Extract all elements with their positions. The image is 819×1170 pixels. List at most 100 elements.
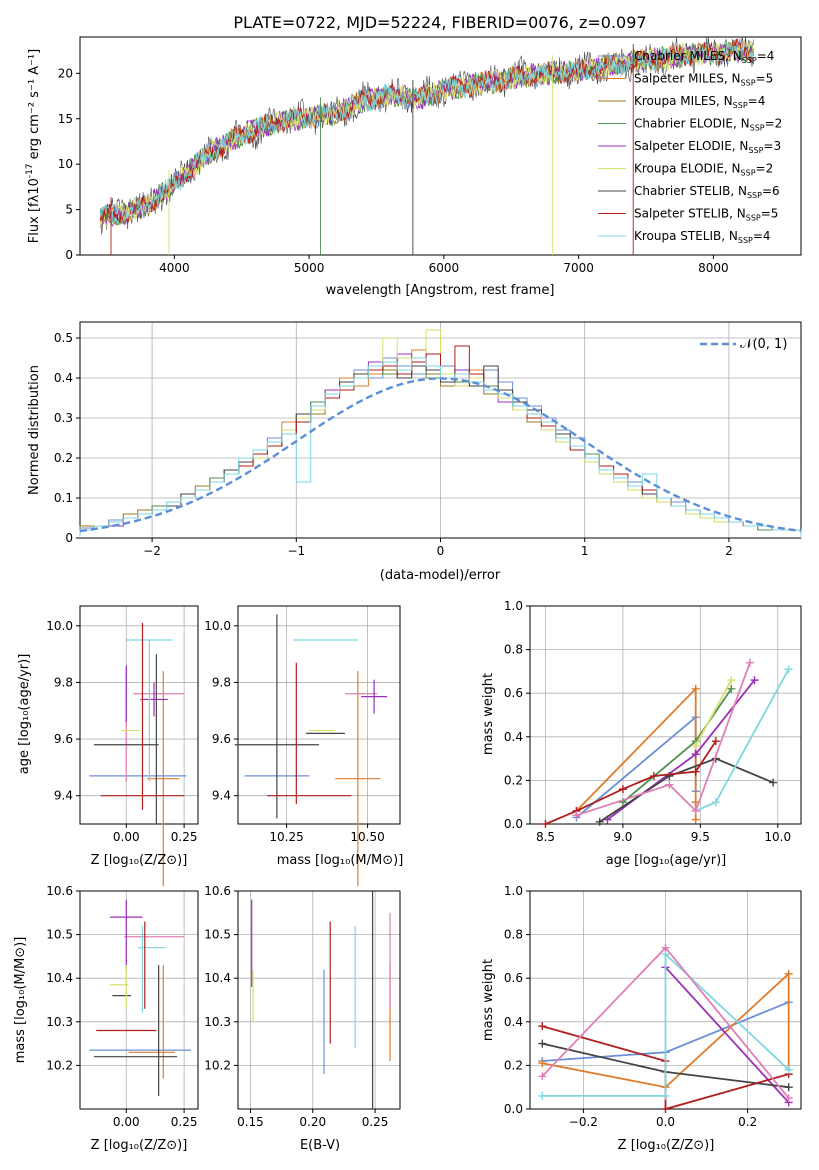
- axes-spectrum: 4000 5000 6000 7000 8000 0 5 10 15 20: [58, 36, 802, 275]
- axes-frame: [237, 605, 401, 825]
- y-tick-label: 1.0: [504, 884, 523, 898]
- spectrum-series-7: [99, 38, 754, 226]
- x-tick-label: 6000: [429, 261, 460, 275]
- y-tick-label: 10.4: [46, 971, 73, 985]
- y-tick-label: 9.4: [54, 789, 73, 803]
- axes-age-weight: 8.5 9.0 9.5 10.0 0.0 0.2 0.4 0.6 0.8 1.0: [504, 599, 802, 844]
- x-tick-label: 0: [437, 544, 445, 558]
- weight-marker: [750, 676, 759, 685]
- x-tick-label: 9.5: [691, 830, 710, 844]
- y-tick-label: 9.8: [212, 675, 231, 689]
- weight-marker: [538, 1022, 547, 1031]
- y-tick-label: 0.3: [54, 411, 73, 425]
- weight-marker: [538, 1039, 547, 1048]
- weight-marker: [769, 778, 778, 787]
- y-tick-label: 0.2: [504, 1058, 523, 1072]
- y-tick-label: 0.2: [504, 773, 523, 787]
- axes-frame: [79, 36, 802, 256]
- x-tick-label: 0.00: [113, 830, 140, 844]
- weight-series-6: [545, 740, 717, 825]
- x-tick-label: 10.50: [350, 830, 384, 844]
- x-tick-label: 10.0: [764, 830, 791, 844]
- y-tick-label: 0.6: [504, 971, 523, 985]
- weight-marker: [784, 969, 793, 978]
- weight-series-2: [664, 966, 790, 1104]
- weight-marker: [691, 767, 700, 776]
- y-tick-label: 0.4: [504, 730, 523, 744]
- weight-marker: [727, 684, 736, 693]
- weight-series-8: [576, 662, 751, 817]
- z-age-y-label: age [log₁₀(age/yr)]: [17, 654, 32, 775]
- legend-label-0: Chabrier MILES, NSSP=4: [634, 49, 774, 65]
- axes-z-age: 0.00 0.25 9.4 9.6 9.8 10.0: [46, 605, 199, 887]
- y-tick-label: 10.2: [204, 1058, 231, 1072]
- y-tick-label: 0: [65, 248, 73, 262]
- mass-age-x-label: mass [log₁₀(M/M⊙)]: [277, 853, 404, 868]
- y-tick-label: 10.0: [46, 619, 73, 633]
- weight-y-label: mass weight: [481, 959, 496, 1041]
- weight-marker: [784, 1083, 793, 1092]
- weight-marker: [538, 1059, 547, 1068]
- y-tick-label: 0: [65, 531, 73, 545]
- weight-marker: [538, 1091, 547, 1100]
- x-tick-label: 0.2: [738, 1115, 757, 1129]
- z-mass-y-label: mass [log₁₀(M/M⊙)]: [13, 937, 28, 1064]
- y-tick-label: 0.8: [504, 643, 523, 657]
- legend-label-1: Salpeter MILES, NSSP=5: [634, 72, 773, 88]
- x-tick-label: −1: [287, 544, 305, 558]
- weight-marker: [538, 1072, 547, 1081]
- weight-marker: [661, 1105, 670, 1113]
- axes-mass-age: 10.25 10.50 9.4 9.6 9.8 10.0: [204, 605, 401, 887]
- y-tick-label: 0.1: [54, 491, 73, 505]
- y-tick-label: 0.0: [504, 817, 523, 831]
- x-tick-label: 5000: [294, 261, 325, 275]
- weight-marker: [595, 817, 604, 826]
- histogram-series-8: [79, 357, 802, 538]
- y-tick-label: 20: [58, 66, 73, 80]
- axes-residuals: −2 −1 0 1 2 0 0.1 0.2 0.3 0.4 0.5: [54, 321, 802, 558]
- axes-z-mass: 0.00 0.25 10.2 10.3 10.4 10.5 10.6: [46, 884, 199, 1129]
- weight-marker: [691, 750, 700, 759]
- weight-series-5: [599, 757, 774, 823]
- x-tick-label: −0.2: [569, 1115, 598, 1129]
- axes-ebv-mass: 0.15 0.20 0.25 10.2 10.3 10.4 10.5 10.6: [204, 884, 401, 1129]
- y-tick-label: 5: [65, 203, 73, 217]
- x-tick-label: 4000: [159, 261, 190, 275]
- weight-marker: [618, 785, 627, 794]
- gaussian-legend-label: 𝒩(0, 1): [740, 337, 787, 352]
- weight-marker: [745, 658, 754, 667]
- y-tick-label: 0.5: [54, 331, 73, 345]
- x-tick-label: 8.5: [536, 830, 555, 844]
- weight-series-7: [695, 668, 790, 812]
- legend-label-6: Chabrier STELIB, NSSP=6: [634, 184, 780, 200]
- x-tick-label: 0.25: [171, 1115, 198, 1129]
- y-tick-label: 1.0: [504, 599, 523, 613]
- weight-marker: [541, 820, 550, 828]
- legend-label-4: Salpeter ELODIE, NSSP=3: [634, 139, 781, 155]
- ebv-x-label: E(B-V): [300, 1138, 340, 1153]
- axes-frame: [79, 890, 199, 1110]
- y-tick-label: 15: [58, 112, 73, 126]
- weight-marker: [691, 806, 700, 815]
- y-tick-label: 0.8: [504, 928, 523, 942]
- weight-marker: [661, 943, 670, 952]
- axes-frame: [79, 605, 199, 825]
- weight-series-1: [575, 686, 697, 820]
- x-tick-label: 9.0: [613, 830, 632, 844]
- y-tick-label: 10.5: [46, 928, 73, 942]
- weight-x-label: Z [log₁₀(Z/Z⊙)]: [618, 1138, 715, 1153]
- weight-marker: [711, 737, 720, 746]
- x-tick-label: 10.25: [269, 830, 303, 844]
- y-tick-label: 10.2: [46, 1058, 73, 1072]
- weight-marker: [691, 684, 700, 693]
- y-tick-label: 10.0: [204, 619, 231, 633]
- weight-marker: [665, 772, 674, 781]
- weight-marker: [691, 741, 700, 750]
- x-tick-label: 0.25: [171, 830, 198, 844]
- spectrum-series-8: [99, 41, 754, 225]
- weight-marker: [784, 665, 793, 674]
- histogram-y-label: Normed distribution: [27, 365, 42, 495]
- z-age-x-label: Z [log₁₀(Z/Z⊙)]: [91, 853, 188, 868]
- legend-label-8: Kroupa STELIB, NSSP=4: [634, 229, 771, 245]
- legend-label-2: Kroupa MILES, NSSP=4: [634, 94, 765, 110]
